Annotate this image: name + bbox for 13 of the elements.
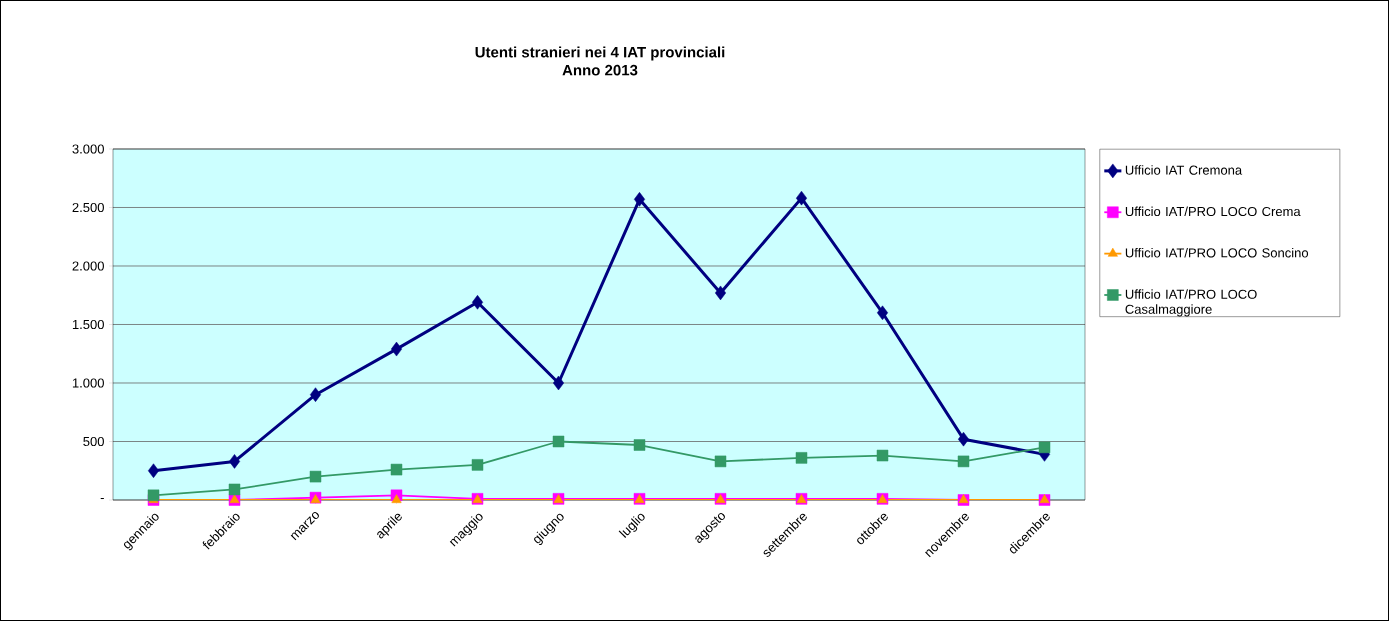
y-tick-label: 500 xyxy=(83,436,104,447)
legend-label: Ufficio IAT/PRO LOCO Crema xyxy=(1125,206,1301,217)
chart-subtitle: Anno 2013 xyxy=(562,64,638,76)
y-tick-label: 2.500 xyxy=(72,202,104,213)
legend-label: Ufficio IAT/PRO LOCO Soncino xyxy=(1125,247,1309,258)
y-tick-label: 1.000 xyxy=(72,378,104,388)
y-tick-label: 3.000 xyxy=(72,144,104,154)
legend-label: Ufficio IAT/PRO LOCO Casalmaggiore xyxy=(1125,289,1257,317)
chart-title: Utenti stranieri nei 4 IAT provinciali xyxy=(475,46,725,61)
y-tick-label: 2.000 xyxy=(72,261,104,271)
legend-label: Ufficio IAT Cremona xyxy=(1125,165,1243,175)
y-tick-label: - xyxy=(100,498,104,500)
y-tick-label: 1.500 xyxy=(72,319,104,330)
